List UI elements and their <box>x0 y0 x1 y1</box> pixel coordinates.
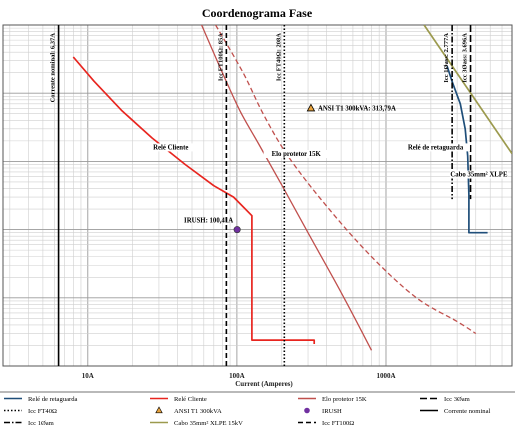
plot-frame <box>2 24 513 367</box>
legend-item-ansi-t1-300kva: ANSI T1 300kVA <box>155 406 222 415</box>
legend-label: Cabo 35mm² XLPE 15kV <box>174 420 243 427</box>
series-layer <box>57 25 512 366</box>
series-band-min-elo-protetor-15k <box>201 25 373 351</box>
legend-item-rele-de-retaguarda: Relé de retaguarda <box>4 396 77 403</box>
series-labels: Icc 3Øass: 3.696A Icc 1Øass: 2.777A Icc FT… <box>50 33 508 225</box>
legend-label: Relé de retaguarda <box>28 396 77 403</box>
vline-label-icc-ft100: Icc FT100Ω: 85A <box>217 33 224 81</box>
annotation-bg <box>401 143 470 152</box>
legend-label: IRUSH <box>322 408 342 415</box>
annotation-bg <box>147 143 195 152</box>
legend-label: Relé Cliente <box>174 396 207 403</box>
legend-label: Icc 1Øam <box>28 420 55 427</box>
vline-label-icc-1-am: Icc 1Øass: 2.777A <box>443 33 450 83</box>
annotation-label: Relé de retaguarda <box>408 144 464 151</box>
x-axis-label: Current (Amperes) <box>235 380 293 388</box>
legend-item-icc-1-am: Icc 1Øam <box>4 420 55 427</box>
legend-item-irush: IRUSH <box>304 407 342 415</box>
legend-item-rele-cliente: Relé Cliente <box>150 396 207 403</box>
legend-swatch <box>155 406 163 414</box>
legend-swatch <box>304 407 310 414</box>
marker-label-irush: IRUSH: 100,41A <box>184 218 233 225</box>
x-tick-label: 10A <box>82 372 94 380</box>
legend-item-icc-ft100: Icc FT100Ω <box>298 420 354 427</box>
annotation-label: Elo protetor 15K <box>272 151 322 158</box>
series-band-max-elo-protetor-15k <box>215 25 477 335</box>
annotation-bg <box>449 170 508 179</box>
series-curve-cabo-35mm-xlpe-15kv <box>423 25 512 155</box>
legend-label: Icc FT40Ω <box>28 408 57 415</box>
legend-label: Icc FT100Ω <box>322 420 354 427</box>
annotation-bg <box>263 149 329 158</box>
grid <box>3 24 513 367</box>
x-tick-label: 100A <box>229 372 245 380</box>
marker-label-ansi-t1-300kva: ANSI T1 300kVA: 313,79A <box>318 105 396 112</box>
annotation-label: Relé Cliente <box>153 144 188 151</box>
vline-label-icc-ft40: Icc FT40Ω: 208A <box>275 33 282 81</box>
series-curve-rele-de-retaguarda <box>446 65 488 234</box>
legend-item-elo-protetor-15k: Elo protetor 15K <box>298 396 367 403</box>
legend-label: ANSI T1 300kVA <box>174 408 222 415</box>
legend-item-cabo-35mm-xlpe-15kv: Cabo 35mm² XLPE 15kV <box>150 420 243 427</box>
marker-ansi-t1-300kva <box>306 103 316 112</box>
legend-label: Elo protetor 15K <box>322 396 367 403</box>
series-curve-rele-cliente <box>72 56 316 344</box>
annotation-label: Cabo 35mm² XLPE <box>450 172 508 179</box>
legend-label: Icc 3Øam <box>444 396 471 403</box>
vline-label-icc-3-am: Icc 3Øass: 3.696A <box>462 33 469 83</box>
legend-item-icc-3-am: Icc 3Øam <box>420 396 471 403</box>
chart-title: Coordenograma Fase <box>202 6 313 20</box>
plot-area: 10A 100A 1000A Icc 3Øass: 3.696A Icc 1Øass: … <box>2 24 513 380</box>
legend-label: Corrente nominal <box>444 408 490 415</box>
marker-irush <box>233 226 241 234</box>
x-tick-label: 1000A <box>376 372 395 380</box>
vline-label-corrente-nominal: Corrente nominal: 6,37A <box>50 33 57 103</box>
legend-item-corrente-nominal: Corrente nominal <box>420 408 490 415</box>
legend-item-icc-ft40: Icc FT40Ω <box>4 408 57 415</box>
legend: Relé de retaguarda Relé Cliente Elo protet… <box>0 391 515 427</box>
